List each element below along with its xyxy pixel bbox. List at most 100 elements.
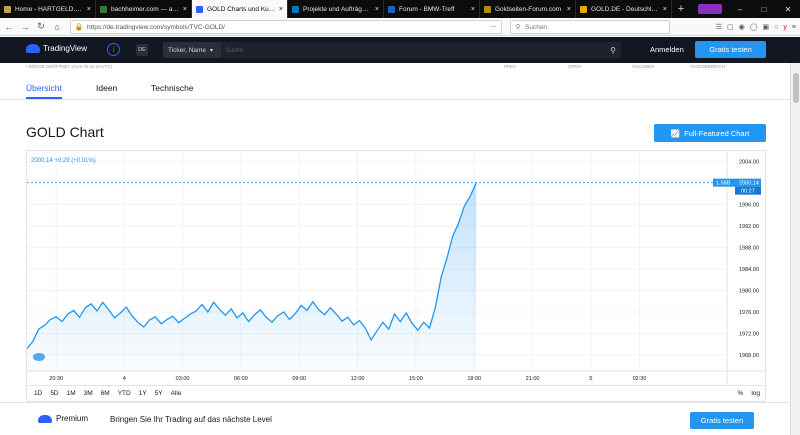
percent-scale-toggle[interactable]: % (737, 390, 744, 397)
close-tab-icon[interactable]: × (470, 5, 475, 13)
range-button[interactable]: 1M (66, 390, 76, 397)
range-button[interactable]: 3M (83, 390, 93, 397)
ratio-label: 1.58B (716, 181, 731, 187)
log-scale-toggle[interactable]: log (751, 390, 760, 397)
browser-tab[interactable]: Projekte und Aufträge fü × (288, 0, 384, 18)
range-button[interactable]: 5Y (154, 390, 163, 397)
language-button[interactable]: DE (136, 44, 148, 56)
cloud-logo-icon (38, 414, 52, 423)
x-tick-label: 15:00 (409, 376, 423, 382)
browser-search-placeholder: Suchen (525, 23, 548, 31)
x-tick-label: 5 (589, 376, 592, 382)
range-button[interactable]: 6M (100, 390, 110, 397)
col-volume: VOLUMEN (632, 64, 655, 69)
close-tab-icon[interactable]: × (86, 5, 91, 13)
y-tick-label: 1968.00 (739, 353, 759, 359)
menu-icon[interactable]: ≡ (791, 23, 796, 31)
chart-container[interactable]: 1968.00 1972.00 1976.00 1980.00 1984.00 1988.… (26, 150, 767, 402)
col-prev: PREV (504, 64, 517, 69)
price-chart[interactable]: 1968.00 1972.00 1976.00 1980.00 1984.00 1988.… (27, 151, 767, 386)
browser-tab[interactable]: Goldseiten-Forum.com × (480, 0, 576, 18)
full-featured-chart-button[interactable]: 📈 Full-Featured Chart (654, 124, 766, 142)
scale-options: % log (738, 390, 760, 397)
favicon-icon (100, 5, 107, 13)
account-icon[interactable]: ◉ (738, 24, 745, 31)
page-scrollbar[interactable] (790, 63, 800, 435)
shield-icon[interactable]: ◯ (749, 24, 758, 31)
browser-tab-bar: Home - HARTGELD.com × bachheimer.com — akt… (0, 0, 800, 18)
favicon-icon (292, 5, 299, 13)
yandex-icon[interactable]: y (783, 23, 787, 31)
browser-tab[interactable]: GOLD Charts und Kurse × (192, 0, 288, 18)
favicon-icon (388, 5, 395, 13)
logo-text: TradingView (43, 44, 88, 53)
browser-nav-bar: ← → ↻ ⌂ 🔒 https://de.tradingview.com/sym… (0, 18, 800, 36)
premium-logo: Premium (38, 414, 88, 423)
close-tab-icon[interactable]: × (374, 5, 379, 13)
window-controls: – □ ✕ (692, 0, 800, 18)
close-tab-icon[interactable]: × (182, 5, 187, 13)
chevron-down-icon: ▾ (210, 47, 214, 54)
range-button[interactable]: 5D (50, 390, 59, 397)
y-tick-label: 1984.00 (739, 267, 759, 273)
browser-search-input[interactable]: ⚲ Suchen (510, 20, 670, 34)
x-tick-label: 21:00 (526, 376, 540, 382)
premium-try-free-button[interactable]: Gratis testen (690, 412, 754, 429)
tab-label: GOLD Charts und Kurse (207, 5, 276, 13)
tab-label: Home - HARTGELD.com (15, 5, 84, 13)
close-tab-icon[interactable]: × (662, 5, 667, 13)
range-selector: 1D 5D 1M 3M 6M YTD 1Y 5Y Alle% log (26, 385, 766, 401)
search-icon: ⚲ (515, 24, 521, 31)
y-tick-label: 2004.00 (739, 160, 759, 166)
site-search-input[interactable]: Suche ⚲ (221, 42, 621, 58)
x-tick-label: 02:30 (633, 376, 647, 382)
ticker-select[interactable]: Ticker, Name ▾ (163, 42, 221, 58)
tradingview-logo[interactable]: TradingView (26, 44, 87, 53)
site-search-placeholder: Suche (225, 46, 244, 54)
col-open: OPEN (568, 64, 581, 69)
browser-tab[interactable]: Home - HARTGELD.com × (0, 0, 96, 18)
browser-tab[interactable]: GOLD.DE - Deutschlands × (576, 0, 672, 18)
info-icon[interactable]: i (107, 43, 120, 56)
close-window-icon[interactable]: ✕ (784, 4, 792, 14)
close-tab-icon[interactable]: × (278, 5, 283, 13)
tab-technicals[interactable]: Technische (151, 83, 194, 93)
search-icon: ⚲ (610, 45, 616, 55)
x-tick-label: 18:00 (467, 376, 481, 382)
favicon-icon (4, 5, 11, 13)
close-tab-icon[interactable]: × (566, 5, 571, 13)
try-free-button[interactable]: Gratis testen (695, 41, 766, 58)
browser-tab[interactable]: Forum - BMW-Treff × (384, 0, 480, 18)
library-icon[interactable]: ☰ (715, 24, 722, 31)
minimize-icon[interactable]: – (737, 4, 743, 14)
range-button[interactable]: Alle (170, 390, 182, 397)
premium-logo-text: Premium (56, 414, 89, 423)
back-icon[interactable]: ← (4, 21, 14, 32)
reload-icon[interactable]: ↻ (37, 21, 45, 31)
tab-overview[interactable]: Übersicht (26, 83, 62, 99)
login-link[interactable]: Anmelden (650, 45, 684, 54)
browser-tab[interactable]: bachheimer.com — aktu × (96, 0, 192, 18)
forward-icon[interactable]: → (20, 21, 30, 32)
new-tab-icon[interactable]: + (677, 3, 685, 15)
range-button[interactable]: 1Y (138, 390, 147, 397)
tradingview-watermark-icon (33, 353, 45, 361)
pocket-icon[interactable]: ○ (774, 23, 779, 31)
y-tick-label: 1988.00 (739, 246, 759, 252)
scrollbar-thumb[interactable] (793, 73, 799, 103)
range-button[interactable]: YTD (117, 390, 131, 397)
tab-label: bachheimer.com — aktu (111, 5, 180, 13)
range-button[interactable]: 1D (34, 390, 43, 397)
page-actions-icon[interactable]: ⋯ (490, 24, 497, 31)
chart-legend: 2000.14 +0.29 (+0.01%) (31, 158, 96, 164)
home-icon[interactable]: ⌂ (54, 21, 60, 32)
extension-icon[interactable]: ▣ (762, 24, 770, 31)
chart-icon: 📈 (670, 128, 681, 138)
lock-icon: 🔒 (74, 24, 84, 31)
favicon-icon (196, 5, 203, 13)
url-bar[interactable]: 🔒 https://de.tradingview.com/symbols/TVC… (70, 20, 502, 34)
maximize-icon[interactable]: □ (761, 4, 767, 14)
x-tick-label: 03:00 (176, 376, 190, 382)
sidebar-icon[interactable]: ▢ (726, 24, 734, 31)
tab-ideas[interactable]: Ideen (96, 83, 118, 93)
